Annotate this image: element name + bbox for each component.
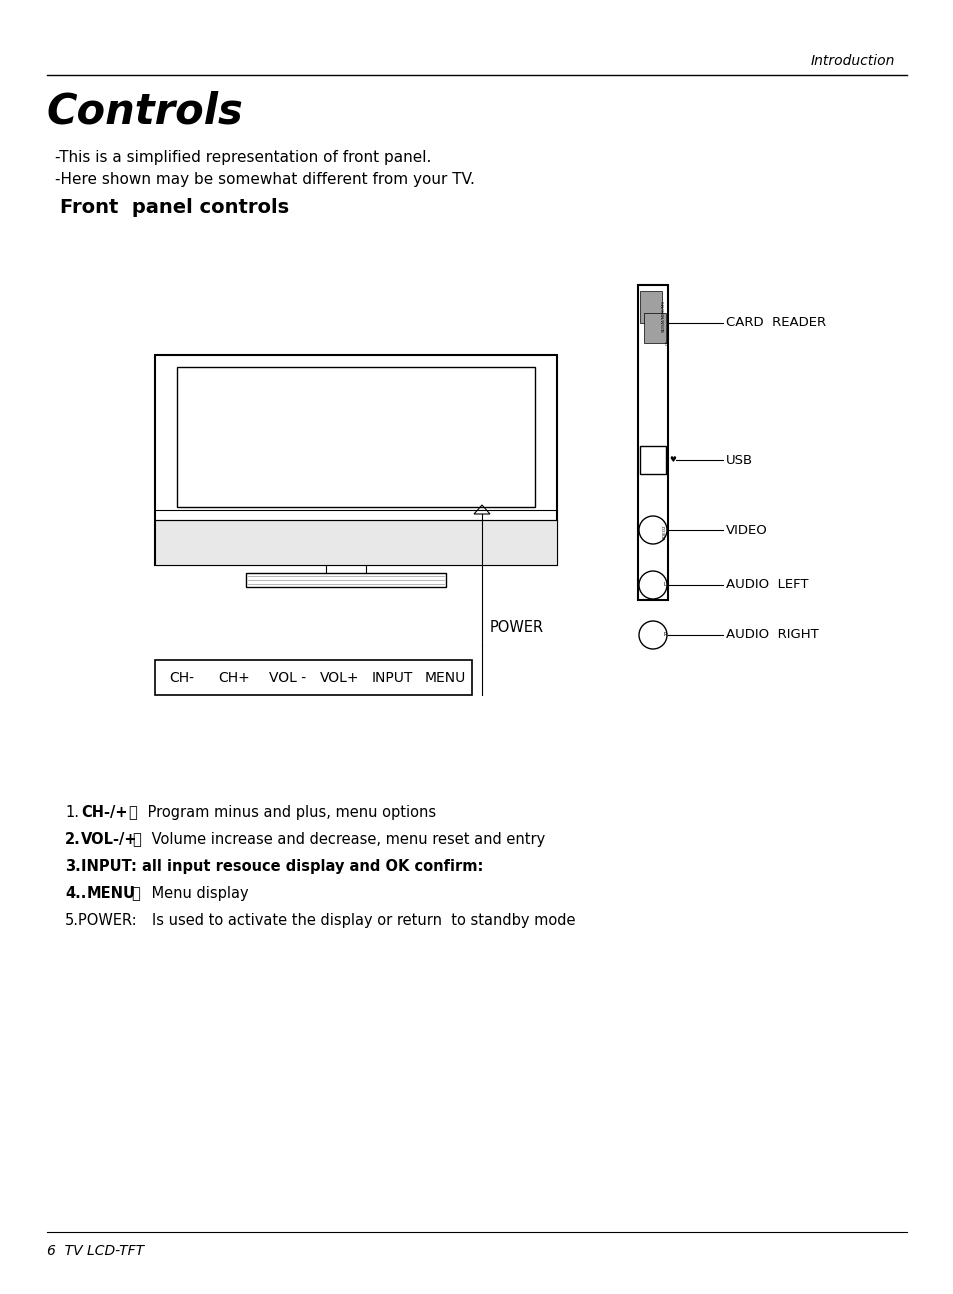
Bar — [154, 660, 472, 695]
Text: 5.POWER:: 5.POWER: — [65, 914, 137, 928]
Bar — [177, 367, 535, 507]
Text: CH-/+: CH-/+ — [81, 805, 128, 820]
Text: VOL -: VOL - — [268, 672, 305, 686]
Text: CH+: CH+ — [218, 672, 250, 686]
Text: AUDIO  LEFT: AUDIO LEFT — [725, 578, 807, 591]
Text: 3.: 3. — [65, 859, 81, 873]
Bar — [639, 291, 661, 324]
Text: Program minus and plus, menu options: Program minus and plus, menu options — [143, 805, 436, 820]
Bar — [643, 313, 665, 343]
Text: Volume increase and decrease, menu reset and entry: Volume increase and decrease, menu reset… — [147, 832, 545, 848]
Text: L: L — [663, 582, 666, 587]
Text: VIDEO2: VIDEO2 — [662, 524, 666, 540]
Text: CH-: CH- — [169, 672, 193, 686]
Text: MENU: MENU — [87, 886, 136, 901]
Bar — [154, 520, 557, 565]
Bar — [246, 573, 446, 587]
Text: Is used to activate the display or return  to standby mode: Is used to activate the display or retur… — [152, 914, 575, 928]
Text: POWER: POWER — [490, 620, 543, 635]
Text: INPUT: all input resouce display and OK confirm:: INPUT: all input resouce display and OK … — [81, 859, 483, 873]
Text: R: R — [662, 633, 666, 638]
Text: Introduction: Introduction — [810, 54, 894, 69]
Text: ；: ； — [132, 832, 141, 848]
Text: AUDIO  RIGHT: AUDIO RIGHT — [725, 629, 818, 642]
Text: Front  panel controls: Front panel controls — [60, 198, 289, 217]
Text: ：: ： — [128, 805, 136, 820]
Text: 6  TV LCD-TFT: 6 TV LCD-TFT — [47, 1244, 144, 1258]
Bar — [638, 285, 667, 600]
Text: ♥: ♥ — [668, 455, 675, 465]
Text: VIDEO: VIDEO — [725, 524, 767, 537]
Text: MENU: MENU — [424, 672, 466, 686]
Text: VOL+: VOL+ — [320, 672, 359, 686]
Text: -Here shown may be somewhat different from your TV.: -Here shown may be somewhat different fr… — [55, 172, 475, 188]
Bar — [154, 355, 557, 565]
Text: -This is a simplified representation of front panel.: -This is a simplified representation of … — [55, 150, 431, 166]
Text: USB: USB — [725, 453, 752, 467]
Text: ：: ： — [131, 886, 139, 901]
Text: Controls: Controls — [47, 91, 244, 132]
Text: 1.: 1. — [65, 805, 79, 820]
Bar — [639, 446, 665, 474]
Text: CF: CF — [665, 340, 669, 345]
Text: VOL-/+: VOL-/+ — [81, 832, 137, 848]
Text: CARD  READER: CARD READER — [725, 317, 825, 330]
Text: 4..: 4.. — [65, 886, 87, 901]
Text: SD/SM/MMC/MS: SD/SM/MMC/MS — [661, 300, 665, 333]
Text: 2.: 2. — [65, 832, 81, 848]
Text: INPUT: INPUT — [372, 672, 413, 686]
Text: Menu display: Menu display — [147, 886, 249, 901]
